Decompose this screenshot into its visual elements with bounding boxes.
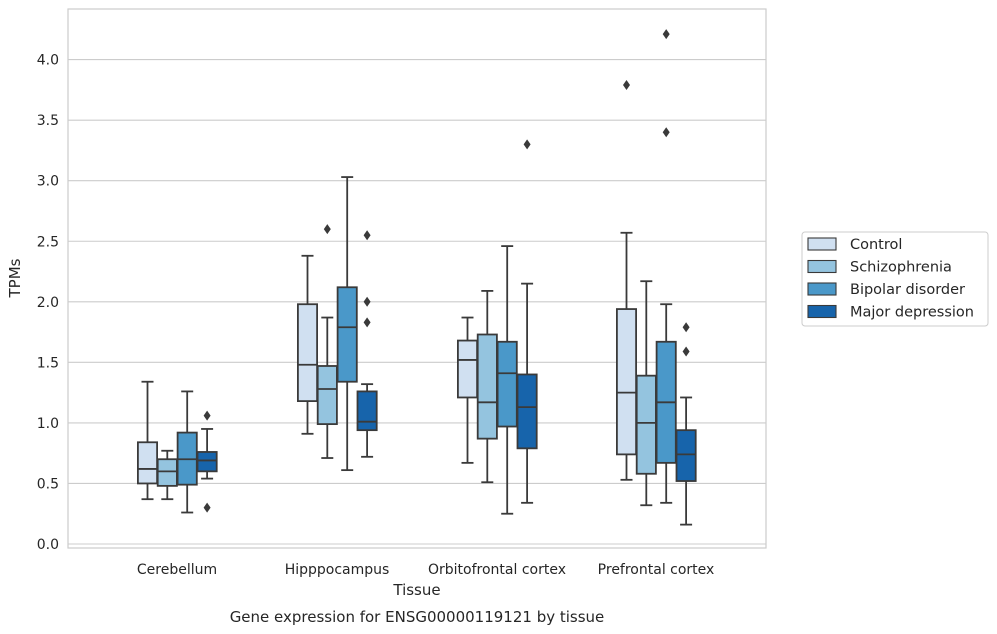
iqr-box <box>456 339 478 399</box>
box-control <box>456 316 478 464</box>
box-schizophrenia <box>635 280 657 507</box>
legend-label: Bipolar disorder <box>850 282 965 298</box>
iqr-box <box>196 451 218 473</box>
box-major-depression <box>196 410 218 513</box>
legend-swatch <box>807 304 837 319</box>
legend-swatch <box>807 237 837 251</box>
iqr-box <box>476 333 498 440</box>
iqr-box <box>635 374 657 475</box>
box-bipolar-disorder <box>176 390 198 514</box>
y-tick-label: 1.0 <box>37 416 59 432</box>
box-layer <box>136 29 697 526</box>
y-tick-label: 4.0 <box>37 53 59 69</box>
outlier-point <box>523 139 531 150</box>
box-schizophrenia <box>476 290 498 484</box>
legend-swatch <box>807 259 837 274</box>
outlier-point <box>662 127 670 138</box>
y-tick-label: 2.5 <box>37 234 59 250</box>
iqr-box <box>356 390 378 432</box>
x-tick-label: Prefrontal cortex <box>598 562 715 578</box>
iqr-box <box>675 429 697 482</box>
box-major-depression <box>516 139 538 504</box>
legend-item: Schizophrenia <box>807 259 952 276</box>
box-control <box>616 80 638 481</box>
box-schizophrenia <box>156 449 178 501</box>
legend-swatch <box>807 282 837 296</box>
box-schizophrenia <box>316 224 338 459</box>
y-tick-label: 2.0 <box>37 295 59 311</box>
outlier-point <box>203 410 211 421</box>
x-axis-label: Tissue <box>392 581 440 599</box>
outlier-point <box>363 296 371 307</box>
legend: Control Schizophrenia Bipolar disorder Majo… <box>801 231 989 327</box>
legend-label: Major depression <box>850 305 974 321</box>
iqr-box <box>136 441 158 485</box>
y-tick-label: 0.5 <box>37 476 59 492</box>
y-tick-label: 3.5 <box>37 113 59 129</box>
legend-frame <box>801 231 989 327</box>
y-tick-label: 1.5 <box>37 355 59 371</box>
iqr-box <box>336 286 358 383</box>
outlier-point <box>682 346 690 357</box>
box-major-depression <box>675 322 697 526</box>
box-major-depression <box>356 230 378 458</box>
y-tick-label: 0.0 <box>37 537 59 553</box>
legend-label: Control <box>850 237 902 253</box>
iqr-box <box>496 340 518 428</box>
outlier-point <box>682 322 690 333</box>
box-control <box>296 254 318 435</box>
y-axis-label: TPMs <box>6 258 24 298</box>
outlier-point <box>203 502 211 513</box>
iqr-box <box>296 303 318 403</box>
y-tick-label: 3.0 <box>37 174 59 190</box>
outlier-point <box>363 317 371 328</box>
legend-item: Major depression <box>807 304 974 321</box>
iqr-box <box>616 308 638 456</box>
box-bipolar-disorder <box>496 245 518 515</box>
outlier-point <box>323 224 331 235</box>
box-bipolar-disorder <box>655 29 677 504</box>
y-tick-labels: 0.0 0.5 1.0 1.5 2.0 2.5 3.0 3.5 4.0 <box>37 53 59 553</box>
legend-item: Bipolar disorder <box>807 282 965 298</box>
outlier-point <box>363 230 371 241</box>
chart-caption: Gene expression for ENSG00000119121 by t… <box>230 608 605 626</box>
legend-label: Schizophrenia <box>850 260 952 276</box>
outlier-point <box>623 80 630 91</box>
iqr-box <box>516 373 538 450</box>
x-tick-label: Orbitofrontal cortex <box>428 562 566 578</box>
outlier-point <box>662 29 670 40</box>
box-bipolar-disorder <box>336 176 358 472</box>
iqr-box <box>316 365 338 426</box>
x-tick-label: Hipppocampus <box>285 562 390 578</box>
iqr-box <box>156 458 178 487</box>
plot-frame <box>67 8 767 549</box>
legend-items: Control Schizophrenia Bipolar disorder Majo… <box>807 237 974 321</box>
x-tick-label: Cerebellum <box>137 562 217 578</box>
box-control <box>136 380 158 501</box>
x-tick-labels: Cerebellum Hipppocampus Orbitofrontal cort… <box>137 562 714 578</box>
legend-item: Control <box>807 237 902 253</box>
